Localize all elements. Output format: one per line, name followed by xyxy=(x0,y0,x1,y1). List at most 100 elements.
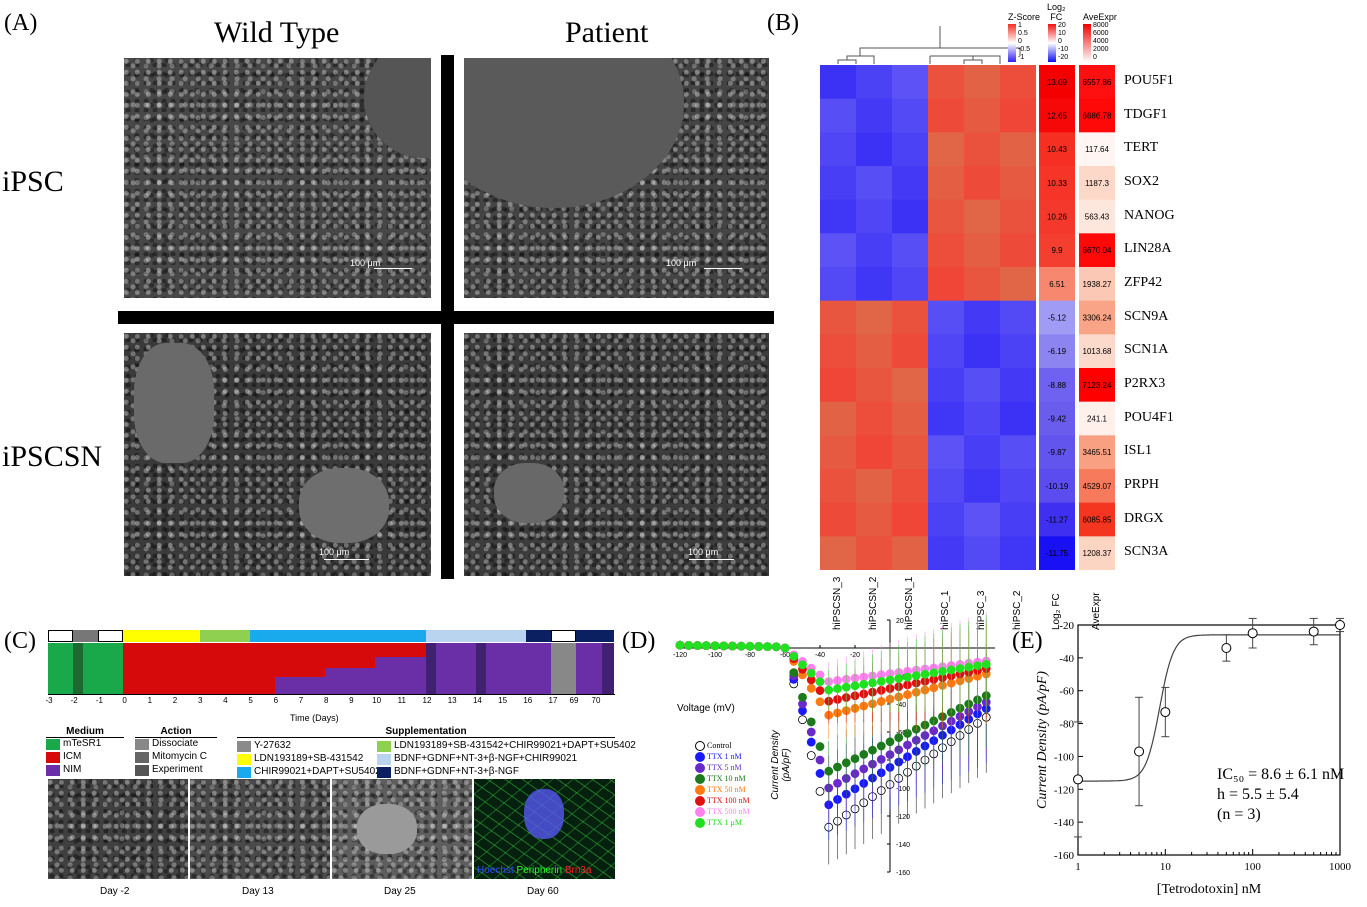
fc-cell xyxy=(1039,267,1075,302)
iv-legend-item: TTX 1 μM xyxy=(695,817,742,828)
fc-cell xyxy=(1039,334,1075,369)
legend-marker-icon xyxy=(695,740,705,751)
iv-legend-item: TTX 500 nM xyxy=(695,806,750,817)
d-point xyxy=(885,675,895,685)
iv-legend-label: TTX 1 μM xyxy=(707,818,742,828)
fc-cell xyxy=(1039,368,1075,403)
d-point xyxy=(815,786,825,796)
tick: 0 xyxy=(1058,38,1062,45)
e-y-tick: -120 xyxy=(1054,784,1075,796)
heatmap-cell xyxy=(892,233,929,268)
legend-fc-title-line2: FC xyxy=(1050,12,1063,22)
col-header-patient: Patient xyxy=(565,16,649,49)
heatmap-cell xyxy=(856,98,893,133)
timeline-tick: 9 xyxy=(349,696,354,705)
d-point xyxy=(806,683,816,693)
heatmap-cell xyxy=(1000,267,1037,302)
iv-legend-item: TTX 50 nM xyxy=(695,784,746,795)
d-x-tick: -40 xyxy=(815,652,825,659)
ave-cell xyxy=(1079,267,1115,302)
timeline-tick: 7 xyxy=(298,696,304,705)
heatmap-cell xyxy=(1000,334,1037,369)
heatmap-cell xyxy=(856,334,893,369)
heatmap-cell xyxy=(892,65,929,100)
gene-label: POU5F1 xyxy=(1124,72,1174,88)
fc-value: 10.43 xyxy=(1047,145,1068,154)
heatmap-cell xyxy=(928,267,965,302)
heatmap-cell xyxy=(964,401,1001,436)
gene-label: SCN1A xyxy=(1124,342,1169,358)
supp-swatch xyxy=(377,767,391,778)
e-point xyxy=(1335,620,1345,630)
e-y-tick: -160 xyxy=(1054,850,1075,862)
iv-legend-item: TTX 100 nM xyxy=(695,795,750,806)
fc-value: -9.87 xyxy=(1048,448,1067,457)
heatmap-cell xyxy=(892,469,929,504)
panel-d-label: (D) xyxy=(622,628,656,654)
legend-marker-icon xyxy=(695,806,705,817)
timeline-tick: 2 xyxy=(172,696,178,705)
d-point xyxy=(745,641,755,651)
ave-value: 1938.27 xyxy=(1083,280,1112,289)
heatmap-cell xyxy=(1000,166,1037,201)
legend-ave-bar xyxy=(1083,24,1091,62)
legend-fc-bar xyxy=(1048,24,1056,62)
ave-value: 7123.24 xyxy=(1083,381,1112,390)
d-x-tick: -60 xyxy=(780,652,790,659)
d-point xyxy=(789,668,799,678)
heatmap-cell xyxy=(964,435,1001,470)
ave-cell xyxy=(1079,536,1115,571)
heatmap-cell xyxy=(964,502,1001,537)
image-day-13 xyxy=(190,779,330,879)
fc-value: 10.33 xyxy=(1047,179,1068,188)
tick: 0 xyxy=(1093,54,1097,61)
e-point xyxy=(1247,628,1258,639)
action-swatch xyxy=(135,752,149,763)
gene-label: DRGX xyxy=(1124,510,1164,526)
heatmap-cell xyxy=(892,334,929,369)
legend-marker-icon xyxy=(695,751,705,762)
gene-label: ISL1 xyxy=(1124,443,1152,459)
scale-label: 100 μm xyxy=(350,258,381,268)
legend-fc-title-line1: Log₂ xyxy=(1047,2,1066,12)
d-x-tick: -100 xyxy=(708,652,722,659)
fc-column: 13.09 12.65 10.43 10.33 10.26 9.9 6.51 -5.12 -6.… xyxy=(1039,65,1075,571)
ave-value: 563.43 xyxy=(1085,213,1110,222)
heatmap-cell xyxy=(928,199,965,234)
dendrogram xyxy=(837,26,1021,64)
fc-value: -9.42 xyxy=(1048,415,1067,424)
supp-item: CHIR99021+DAPT+SU5402 xyxy=(237,766,381,779)
d-point xyxy=(876,741,886,751)
d-point xyxy=(701,641,711,651)
timeline-tick: 4 xyxy=(223,696,228,705)
heatmap-cell xyxy=(856,300,893,335)
timeline-tick: 16 xyxy=(523,696,533,705)
scale-label: 100 μm xyxy=(666,258,697,268)
heatmap-cell xyxy=(892,300,929,335)
image-day-60: Hoechst Peripherin Brn3a xyxy=(474,779,615,879)
ave-value: 6085.85 xyxy=(1083,516,1112,525)
timeline-tick: 70 xyxy=(591,696,601,705)
gene-label: PRPH xyxy=(1124,476,1160,492)
d-point xyxy=(885,737,895,747)
fc-value: 13.09 xyxy=(1047,78,1068,87)
heatmap-cell xyxy=(964,132,1001,167)
stain-peripherin: Peripherin xyxy=(516,865,563,876)
d-point xyxy=(911,671,921,681)
gene-label: NANOG xyxy=(1124,207,1175,223)
d-point xyxy=(728,641,737,651)
iv-legend-label: TTX 50 nM xyxy=(707,785,746,795)
iv-legend-item: TTX 5 nM xyxy=(695,762,742,773)
panel-a-label: (A) xyxy=(4,10,38,36)
supp-swatch xyxy=(237,767,251,778)
timeline-tick: 1 xyxy=(147,696,153,705)
timeline-tick: 6 xyxy=(273,696,279,705)
tick: 4000 xyxy=(1093,38,1109,45)
ave-cell xyxy=(1079,368,1115,403)
d-point xyxy=(815,697,825,707)
fc-cell xyxy=(1039,401,1075,436)
d-point xyxy=(684,640,694,650)
heatmap-cell xyxy=(1000,132,1037,167)
d-point xyxy=(815,686,825,695)
ave-cell xyxy=(1079,132,1115,167)
